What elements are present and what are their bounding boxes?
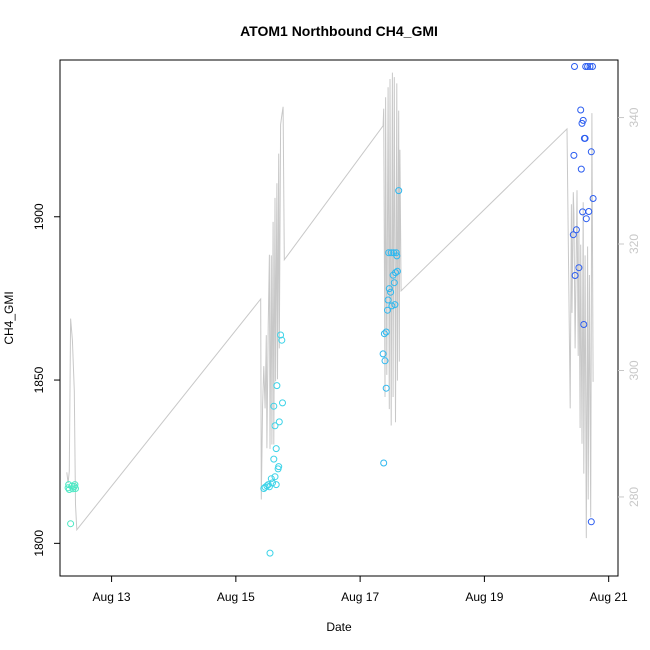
data-point <box>72 485 79 492</box>
y2-tick-label: 320 <box>627 234 641 254</box>
data-point <box>582 63 590 70</box>
data-point <box>381 357 389 365</box>
data-point <box>585 208 593 215</box>
data-point <box>584 63 592 70</box>
x-axis: Aug 13 Aug 15 Aug 17 Aug 19 Aug 21 <box>93 576 628 604</box>
y2-tick-label: 340 <box>627 107 641 127</box>
data-point <box>385 249 393 257</box>
data-point <box>580 321 588 328</box>
data-point <box>278 336 286 344</box>
data-point <box>577 165 585 173</box>
data-point <box>271 422 279 430</box>
data-point <box>384 296 392 304</box>
data-point <box>379 350 387 358</box>
x-tick-label: Aug 13 <box>93 590 131 604</box>
data-point <box>575 264 583 272</box>
y2-tick-label: 280 <box>627 487 641 507</box>
data-point <box>387 249 395 257</box>
data-points <box>64 63 597 557</box>
data-point <box>570 151 578 159</box>
data-point <box>387 288 395 296</box>
data-point <box>277 331 285 339</box>
data-point <box>392 249 400 257</box>
data-point <box>382 328 390 336</box>
data-point <box>271 473 279 481</box>
data-point <box>582 215 590 223</box>
data-point <box>579 116 587 124</box>
data-point <box>272 445 280 453</box>
data-point <box>270 455 278 463</box>
data-point <box>587 148 595 156</box>
data-point <box>267 475 275 483</box>
data-point <box>393 267 401 275</box>
data-point <box>266 549 274 557</box>
secondary-series-line <box>66 72 594 539</box>
y-axis-label: CH4_GMI <box>2 291 16 344</box>
data-point <box>393 252 401 260</box>
data-point <box>67 520 75 528</box>
data-point <box>385 285 393 293</box>
x-tick-label: Aug 15 <box>217 590 255 604</box>
data-point <box>380 459 388 467</box>
data-point <box>589 195 597 202</box>
x-tick-label: Aug 21 <box>590 590 628 604</box>
data-point <box>395 187 403 195</box>
data-point <box>275 418 283 426</box>
data-point <box>382 384 390 392</box>
data-point <box>569 231 577 239</box>
x-tick-label: Aug 17 <box>341 590 379 604</box>
data-point <box>390 279 398 287</box>
data-point <box>571 63 578 70</box>
data-point <box>279 399 286 407</box>
data-point <box>587 518 595 526</box>
data-point <box>571 272 579 279</box>
data-point <box>392 269 399 277</box>
data-point <box>71 481 79 489</box>
data-point <box>384 306 391 314</box>
y-tick-label: 1800 <box>32 530 46 557</box>
secondary-series-path <box>66 72 594 539</box>
data-point <box>589 63 596 70</box>
y-axis-left: 1800 1850 1900 <box>32 203 60 557</box>
data-point <box>270 402 278 410</box>
data-point <box>269 479 276 487</box>
data-point <box>380 330 388 338</box>
data-point <box>581 134 589 142</box>
data-point <box>391 301 399 309</box>
data-point <box>388 302 396 310</box>
x-axis-label: Date <box>326 620 352 634</box>
y-tick-label: 1900 <box>32 203 46 230</box>
chart-title: ATOM1 Northbound CH4_GMI <box>240 23 438 39</box>
y-tick-label: 1850 <box>32 366 46 393</box>
data-point <box>275 463 283 471</box>
x-tick-label: Aug 19 <box>465 590 503 604</box>
data-point <box>586 63 594 70</box>
data-point <box>273 382 281 390</box>
data-point <box>577 106 585 114</box>
data-point <box>272 481 280 489</box>
y-axis-right: 280 300 320 340 <box>618 107 641 507</box>
data-point <box>572 226 580 234</box>
y2-tick-label: 300 <box>627 360 641 380</box>
plot-frame <box>59 59 619 577</box>
